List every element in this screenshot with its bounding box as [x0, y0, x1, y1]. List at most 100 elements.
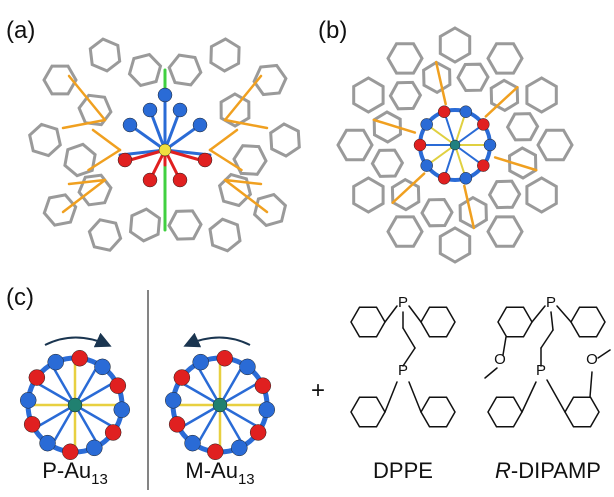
bond: [61, 118, 107, 130]
plus-sign: +: [311, 377, 325, 404]
bond: [91, 128, 122, 152]
atom: [86, 439, 103, 457]
bond: [196, 364, 222, 407]
atom: [413, 138, 427, 152]
ring: [232, 144, 268, 176]
ring: [352, 176, 385, 214]
ring: [420, 396, 456, 428]
ring: [390, 177, 421, 212]
atom: [19, 392, 37, 409]
caption-subscript: 13: [91, 471, 108, 488]
atom: [94, 358, 111, 376]
atom: [459, 172, 473, 185]
ring: [63, 142, 97, 178]
bond: [208, 128, 239, 152]
caption-text: M-Au: [185, 458, 238, 483]
bond: [408, 305, 422, 323]
ring: [486, 42, 524, 75]
ligand-caption: DPPE: [373, 458, 433, 483]
bond: [223, 118, 269, 130]
atom-label: O: [586, 351, 598, 368]
panel-label: (b): [318, 17, 347, 44]
ring: [564, 396, 600, 428]
atom: [192, 353, 209, 371]
ring: [507, 146, 538, 180]
atom: [207, 443, 224, 461]
bond: [493, 156, 538, 172]
bond: [218, 403, 244, 446]
ring: [536, 128, 574, 162]
ring: [87, 218, 123, 252]
atom: [254, 377, 272, 394]
atom: [184, 434, 201, 452]
ring: [525, 76, 558, 114]
ring: [422, 60, 452, 95]
atom: [67, 397, 83, 413]
bond: [384, 381, 398, 413]
atom: [104, 424, 122, 441]
ring: [386, 215, 424, 248]
panel-label: (a): [6, 17, 35, 44]
bond: [196, 403, 222, 446]
bond: [73, 403, 99, 446]
bond: [61, 178, 107, 214]
ring: [208, 217, 242, 253]
ring: [252, 63, 288, 97]
bond: [179, 381, 222, 407]
ligand-caption: R-DIPAMP: [495, 458, 601, 483]
ring: [420, 306, 456, 338]
ring: [209, 37, 241, 73]
caption-prefix: R: [495, 458, 511, 483]
atom: [23, 416, 41, 433]
ring: [372, 110, 403, 144]
atom-label: P: [398, 294, 408, 311]
ring: [167, 53, 203, 87]
atom: [459, 105, 473, 118]
atom: [197, 152, 213, 168]
ring: [525, 176, 558, 214]
bond: [589, 371, 593, 398]
ring: [252, 192, 288, 228]
ring: [219, 92, 251, 128]
atom: [420, 118, 433, 131]
bond: [51, 403, 77, 446]
bond: [402, 327, 416, 349]
caption-subscript: 13: [238, 471, 255, 488]
atom: [164, 392, 182, 409]
structures: [19, 26, 611, 461]
ring: [456, 62, 490, 93]
ring: [217, 172, 253, 208]
ring: [269, 122, 301, 158]
ring: [350, 306, 386, 338]
bond: [73, 381, 116, 407]
bond: [521, 381, 537, 413]
atom: [258, 401, 276, 418]
bond: [73, 364, 99, 407]
atom-label: P: [546, 294, 556, 311]
atom: [449, 139, 461, 151]
atom: [437, 172, 451, 185]
ring: [420, 197, 454, 228]
ring: [570, 306, 606, 338]
panel-label: (c): [6, 284, 34, 311]
ring: [42, 193, 78, 227]
bond: [372, 118, 417, 134]
bond: [391, 172, 426, 205]
atom-label: P: [536, 362, 546, 379]
atom: [142, 102, 158, 118]
atom: [437, 105, 451, 118]
atom: [122, 117, 138, 133]
caption-text: P-Au: [42, 458, 91, 483]
ring: [487, 396, 523, 428]
ring: [42, 64, 78, 96]
ring: [352, 76, 385, 114]
ring: [167, 209, 203, 241]
bond: [218, 403, 261, 429]
bond: [434, 60, 447, 106]
ring: [370, 148, 405, 178]
bond: [597, 349, 611, 359]
bond: [384, 305, 398, 323]
atom: [62, 443, 79, 461]
atom: [231, 439, 248, 457]
